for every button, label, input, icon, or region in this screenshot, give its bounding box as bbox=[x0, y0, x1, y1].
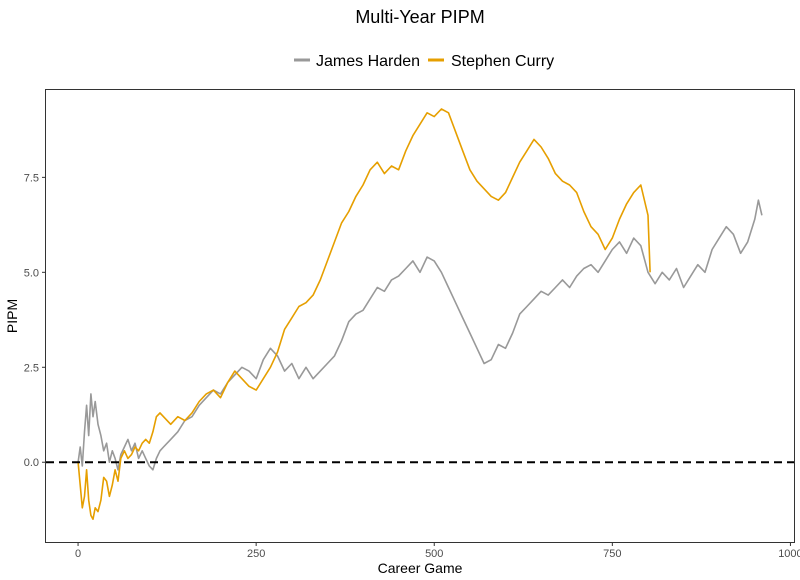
series-line-stephen-curry bbox=[77, 108, 651, 520]
y-tick-label: 2.5 bbox=[24, 362, 39, 374]
x-axis: 0 250 500 750 1000 bbox=[75, 542, 800, 560]
y-tick-label: 0.0 bbox=[24, 457, 39, 469]
legend-label-james-harden: James Harden bbox=[316, 53, 420, 70]
y-axis-title: PIPM bbox=[4, 299, 20, 333]
plot-panel-border bbox=[45, 89, 795, 543]
y-tick-label: 7.5 bbox=[24, 172, 39, 184]
y-tick-label: 5.0 bbox=[24, 267, 39, 279]
y-axis: 0.0 2.5 5.0 7.5 bbox=[24, 172, 46, 469]
x-tick-label: 0 bbox=[75, 548, 81, 560]
legend-label-stephen-curry: Stephen Curry bbox=[451, 53, 554, 70]
series-layer bbox=[77, 108, 763, 520]
chart-title: Multi-Year PIPM bbox=[355, 7, 484, 27]
x-tick-label: 750 bbox=[603, 548, 621, 560]
x-tick-label: 1000 bbox=[778, 548, 800, 560]
x-tick-label: 250 bbox=[247, 548, 265, 560]
x-axis-title: Career Game bbox=[378, 560, 463, 576]
x-tick-label: 500 bbox=[425, 548, 443, 560]
series-line-james-harden bbox=[77, 199, 763, 471]
legend: James Harden Stephen Curry bbox=[294, 53, 554, 70]
